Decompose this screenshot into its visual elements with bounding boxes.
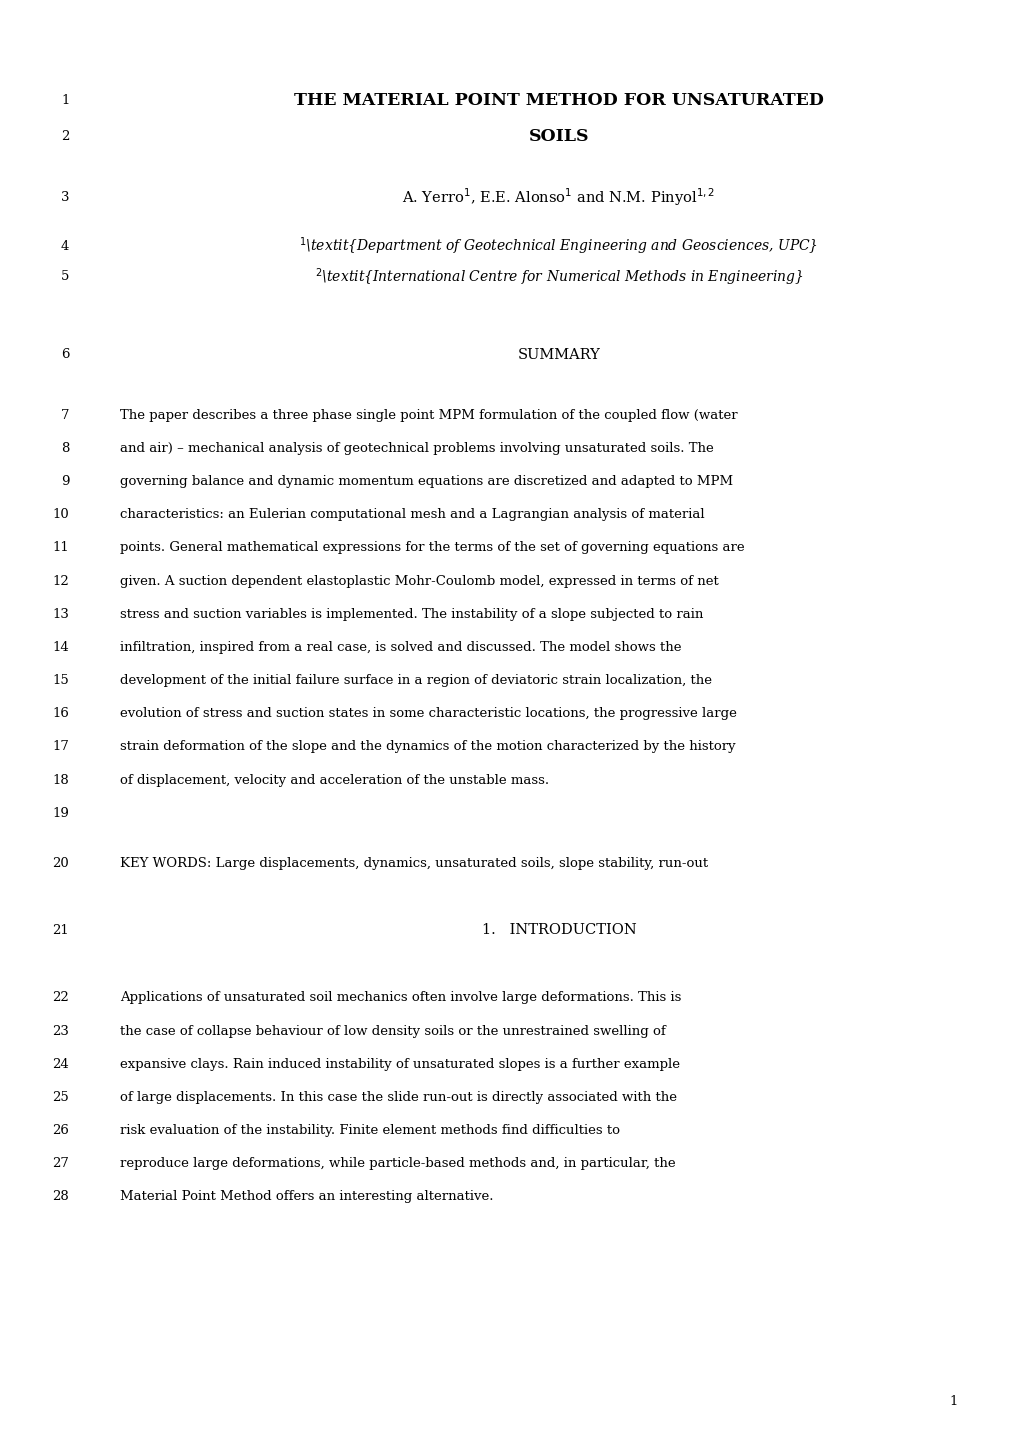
Text: 7: 7 — [61, 408, 69, 423]
Text: 18: 18 — [53, 773, 69, 787]
Text: The paper describes a three phase single point MPM formulation of the coupled fl: The paper describes a three phase single… — [120, 408, 738, 423]
Text: 17: 17 — [52, 740, 69, 754]
Text: $^1$\textit{Department of Geotechnical Engineering and Geosciences, UPC}: $^1$\textit{Department of Geotechnical E… — [300, 236, 817, 257]
Text: 1: 1 — [61, 94, 69, 108]
Text: 15: 15 — [53, 673, 69, 688]
Text: stress and suction variables is implemented. The instability of a slope subjecte: stress and suction variables is implemen… — [120, 607, 703, 622]
Text: 3: 3 — [61, 190, 69, 205]
Text: governing balance and dynamic momentum equations are discretized and adapted to : governing balance and dynamic momentum e… — [120, 474, 733, 489]
Text: 12: 12 — [53, 574, 69, 588]
Text: 10: 10 — [53, 508, 69, 522]
Text: 13: 13 — [52, 607, 69, 622]
Text: SOILS: SOILS — [528, 128, 589, 146]
Text: 24: 24 — [53, 1057, 69, 1071]
Text: 2: 2 — [61, 130, 69, 144]
Text: Applications of unsaturated soil mechanics often involve large deformations. Thi: Applications of unsaturated soil mechani… — [120, 991, 681, 1005]
Text: KEY WORDS: Large displacements, dynamics, unsaturated soils, slope stability, ru: KEY WORDS: Large displacements, dynamics… — [120, 857, 708, 871]
Text: given. A suction dependent elastoplastic Mohr-Coulomb model, expressed in terms : given. A suction dependent elastoplastic… — [120, 574, 718, 588]
Text: evolution of stress and suction states in some characteristic locations, the pro: evolution of stress and suction states i… — [120, 707, 737, 721]
Text: reproduce large deformations, while particle-based methods and, in particular, t: reproduce large deformations, while part… — [120, 1156, 676, 1171]
Text: risk evaluation of the instability. Finite element methods find difficulties to: risk evaluation of the instability. Fini… — [120, 1123, 620, 1138]
Text: 6: 6 — [61, 348, 69, 362]
Text: of large displacements. In this case the slide run-out is directly associated wi: of large displacements. In this case the… — [120, 1090, 677, 1105]
Text: the case of collapse behaviour of low density soils or the unrestrained swelling: the case of collapse behaviour of low de… — [120, 1024, 665, 1038]
Text: strain deformation of the slope and the dynamics of the motion characterized by : strain deformation of the slope and the … — [120, 740, 736, 754]
Text: THE MATERIAL POINT METHOD FOR UNSATURATED: THE MATERIAL POINT METHOD FOR UNSATURATE… — [293, 92, 823, 110]
Text: 16: 16 — [52, 707, 69, 721]
Text: expansive clays. Rain induced instability of unsaturated slopes is a further exa: expansive clays. Rain induced instabilit… — [120, 1057, 680, 1071]
Text: 25: 25 — [53, 1090, 69, 1105]
Text: 8: 8 — [61, 441, 69, 456]
Text: points. General mathematical expressions for the terms of the set of governing e: points. General mathematical expressions… — [120, 541, 744, 555]
Text: infiltration, inspired from a real case, is solved and discussed. The model show: infiltration, inspired from a real case,… — [120, 640, 681, 655]
Text: A. Yerro$^1$, E.E. Alonso$^1$ and N.M. Pinyol$^{1,2}$: A. Yerro$^1$, E.E. Alonso$^1$ and N.M. P… — [401, 186, 715, 209]
Text: characteristics: an Eulerian computational mesh and a Lagrangian analysis of mat: characteristics: an Eulerian computation… — [120, 508, 704, 522]
Text: 23: 23 — [52, 1024, 69, 1038]
Text: SUMMARY: SUMMARY — [517, 348, 600, 362]
Text: development of the initial failure surface in a region of deviatoric strain loca: development of the initial failure surfa… — [120, 673, 711, 688]
Text: 4: 4 — [61, 239, 69, 254]
Text: 5: 5 — [61, 270, 69, 284]
Text: 1: 1 — [949, 1394, 957, 1409]
Text: 27: 27 — [52, 1156, 69, 1171]
Text: 26: 26 — [52, 1123, 69, 1138]
Text: 1.   INTRODUCTION: 1. INTRODUCTION — [481, 923, 636, 937]
Text: 19: 19 — [52, 806, 69, 820]
Text: and air) – mechanical analysis of geotechnical problems involving unsaturated so: and air) – mechanical analysis of geotec… — [120, 441, 713, 456]
Text: 21: 21 — [53, 923, 69, 937]
Text: of displacement, velocity and acceleration of the unstable mass.: of displacement, velocity and accelerati… — [120, 773, 549, 787]
Text: 20: 20 — [53, 857, 69, 871]
Text: Material Point Method offers an interesting alternative.: Material Point Method offers an interest… — [120, 1190, 493, 1204]
Text: $^2$\textit{International Centre for Numerical Methods in Engineering}: $^2$\textit{International Centre for Num… — [314, 267, 803, 287]
Text: 28: 28 — [53, 1190, 69, 1204]
Text: 9: 9 — [61, 474, 69, 489]
Text: 22: 22 — [53, 991, 69, 1005]
Text: 11: 11 — [53, 541, 69, 555]
Text: 14: 14 — [53, 640, 69, 655]
